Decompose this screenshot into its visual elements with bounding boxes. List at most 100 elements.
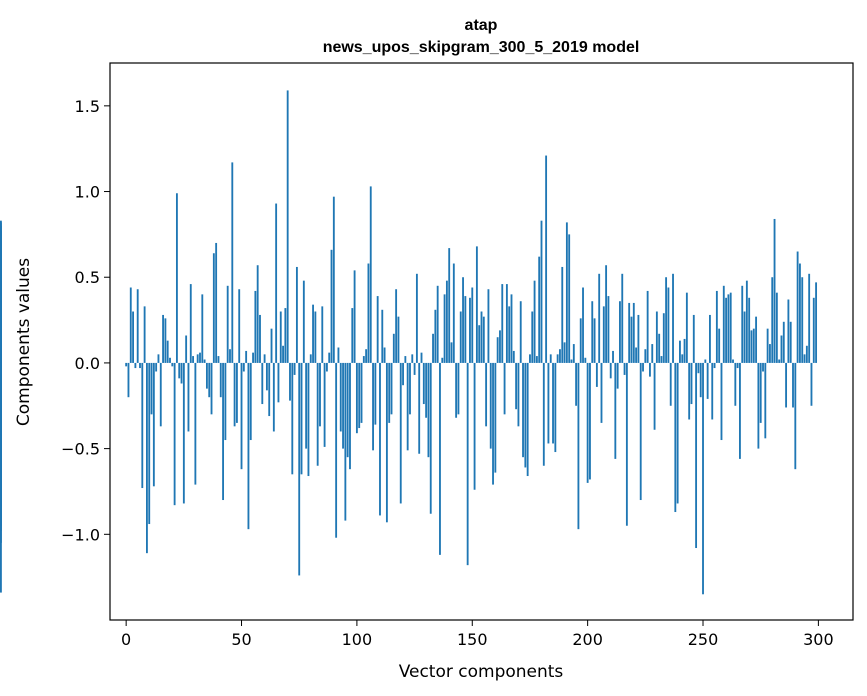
bar-95 (344, 362, 347, 521)
bar-252 (706, 362, 709, 399)
bar-127 (418, 362, 421, 454)
bar-294 (803, 354, 806, 363)
bar-166 (508, 306, 511, 363)
bar-53 (247, 362, 250, 530)
bar-284 (780, 335, 783, 363)
bar-214 (619, 301, 621, 363)
bar-42 (222, 362, 224, 501)
y-tick-label: 1.0 (75, 183, 100, 202)
bar-84 (319, 362, 321, 427)
bar-136 (439, 362, 441, 555)
bar-23 (178, 362, 181, 379)
bar-39 (215, 242, 218, 363)
bar-54 (249, 362, 252, 441)
bar-268 (743, 311, 746, 363)
bar-121 (404, 356, 407, 363)
bar-38 (212, 253, 215, 363)
bar-186 (554, 362, 557, 453)
plot-area-frame (109, 62, 854, 621)
bar-58 (259, 314, 261, 363)
bar-202 (591, 301, 594, 363)
bar-177 (533, 280, 536, 363)
bar-72 (291, 362, 294, 475)
bar-undefined (0, 362, 2, 432)
bar-69 (284, 308, 287, 363)
bar-123 (409, 362, 411, 415)
bar-262 (729, 292, 732, 363)
bar-229 (653, 362, 656, 430)
bar-269 (745, 280, 748, 363)
bar-169 (515, 362, 518, 410)
bar-2 (129, 287, 132, 363)
bar-46 (231, 162, 234, 363)
bar-99 (353, 270, 356, 363)
bar-178 (535, 356, 538, 363)
bar-165 (505, 284, 508, 363)
x-tick-label: 100 (342, 630, 373, 649)
bar-285 (782, 321, 785, 363)
bar-219 (630, 316, 633, 363)
bar-189 (561, 266, 564, 363)
bar-248 (697, 362, 700, 374)
bar-164 (503, 362, 506, 415)
bar-179 (538, 256, 541, 363)
bar-126 (415, 273, 418, 363)
bar-51 (242, 362, 245, 372)
bar-290 (794, 362, 797, 470)
bar-226 (646, 290, 649, 363)
bar-259 (722, 285, 725, 363)
bar-98 (351, 308, 354, 363)
bar-282 (775, 292, 778, 363)
bar-55 (252, 352, 254, 363)
bar-40 (217, 356, 220, 363)
bar-90 (332, 196, 335, 363)
bar-74 (295, 266, 298, 363)
bar-155 (482, 316, 485, 363)
bar-296 (808, 273, 811, 363)
bar-28 (189, 284, 192, 363)
bar-283 (778, 359, 781, 363)
bar-239 (676, 362, 679, 504)
bar-192 (568, 234, 571, 363)
bar-10 (148, 362, 151, 525)
bar-19 (169, 357, 171, 363)
bar-174 (526, 362, 529, 477)
bar-265 (736, 362, 739, 369)
bar-12 (152, 362, 155, 487)
bar-216 (623, 362, 626, 375)
bar-48 (235, 362, 238, 423)
bar-238 (674, 362, 677, 513)
bar-198 (582, 287, 584, 363)
bar-146 (462, 277, 464, 363)
bar-47 (233, 362, 236, 427)
bar-227 (649, 362, 651, 377)
bar-276 (762, 362, 764, 372)
bar-254 (711, 362, 714, 420)
y-tick-label: 0.0 (75, 354, 100, 373)
bar-274 (757, 362, 760, 449)
bar-257 (718, 328, 721, 363)
bar-151 (473, 362, 476, 490)
bar-0 (125, 362, 128, 367)
bar-157 (487, 289, 490, 363)
bar-286 (785, 362, 788, 408)
bar-68 (282, 345, 284, 363)
bar-82 (314, 311, 317, 363)
bar-187 (556, 354, 559, 363)
bar-193 (570, 359, 573, 363)
bar-240 (679, 340, 681, 363)
bar-115 (390, 362, 393, 415)
bar-52 (245, 350, 248, 363)
bar-25 (182, 362, 185, 504)
bar-22 (175, 193, 178, 363)
bar-228 (651, 344, 654, 363)
bar-31 (196, 354, 199, 363)
bar-150 (471, 287, 474, 363)
bar-272 (752, 328, 755, 363)
bar-116 (392, 333, 395, 363)
bar-73 (293, 362, 296, 375)
bar-13 (155, 362, 158, 372)
bar-59 (261, 362, 264, 405)
bar-205 (598, 273, 601, 363)
bar-251 (704, 359, 707, 363)
